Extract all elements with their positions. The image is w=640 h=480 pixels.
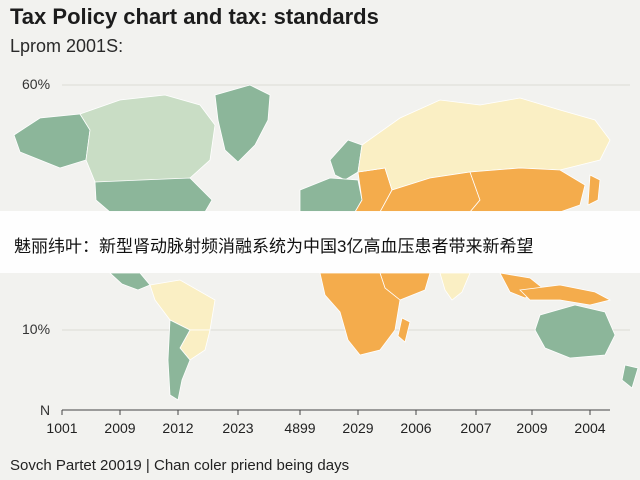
x-tick-label: 4899 — [284, 420, 316, 436]
region-africa — [319, 272, 401, 356]
region-greenland — [214, 84, 271, 163]
x-tick-label: 2004 — [574, 420, 606, 436]
region-south-america-south — [167, 319, 191, 401]
region-mexico — [108, 272, 151, 291]
x-tick-label: 2009 — [516, 420, 548, 436]
region-india — [439, 272, 471, 301]
map-subtitle: Lprom 2001S: — [10, 36, 124, 56]
y-label-top: 60% — [22, 76, 51, 92]
x-tick-label: 2012 — [162, 420, 194, 436]
x-tick-label: 2023 — [222, 420, 254, 436]
region-scandinavia — [329, 139, 363, 181]
region-alaska — [13, 113, 91, 169]
x-tick-label: 2029 — [342, 420, 374, 436]
region-western-europe — [299, 177, 363, 213]
y-label-bottom: N — [40, 402, 51, 418]
region-japan — [587, 174, 601, 206]
y-label-mid: 10% — [22, 321, 51, 337]
map-title: Tax Policy chart and tax: standards — [10, 4, 379, 29]
banner-text: 魅丽纬叶：新型肾动脉射频消融系统为中国3亿高血压患者带来新希望 — [14, 237, 534, 256]
region-new-zealand — [621, 364, 639, 389]
region-canada — [79, 94, 216, 189]
x-tick-label: 2009 — [104, 420, 136, 436]
region-china — [469, 167, 586, 213]
region-australia — [534, 304, 616, 359]
region-indonesia — [519, 284, 612, 306]
region-south-america-north — [149, 279, 216, 331]
x-tick-label: 1001 — [46, 420, 78, 436]
region-russia — [357, 97, 611, 191]
region-madagascar — [397, 317, 411, 343]
x-tick-label: 2007 — [460, 420, 492, 436]
headline-banner[interactable]: 魅丽纬叶：新型肾动脉射频消融系统为中国3亿高血压患者带来新希望 — [0, 211, 640, 273]
footer-source: Sovch Partet 20019 | Chan coler priend b… — [10, 457, 350, 474]
x-tick-label: 2006 — [400, 420, 432, 436]
region-usa — [94, 177, 213, 213]
